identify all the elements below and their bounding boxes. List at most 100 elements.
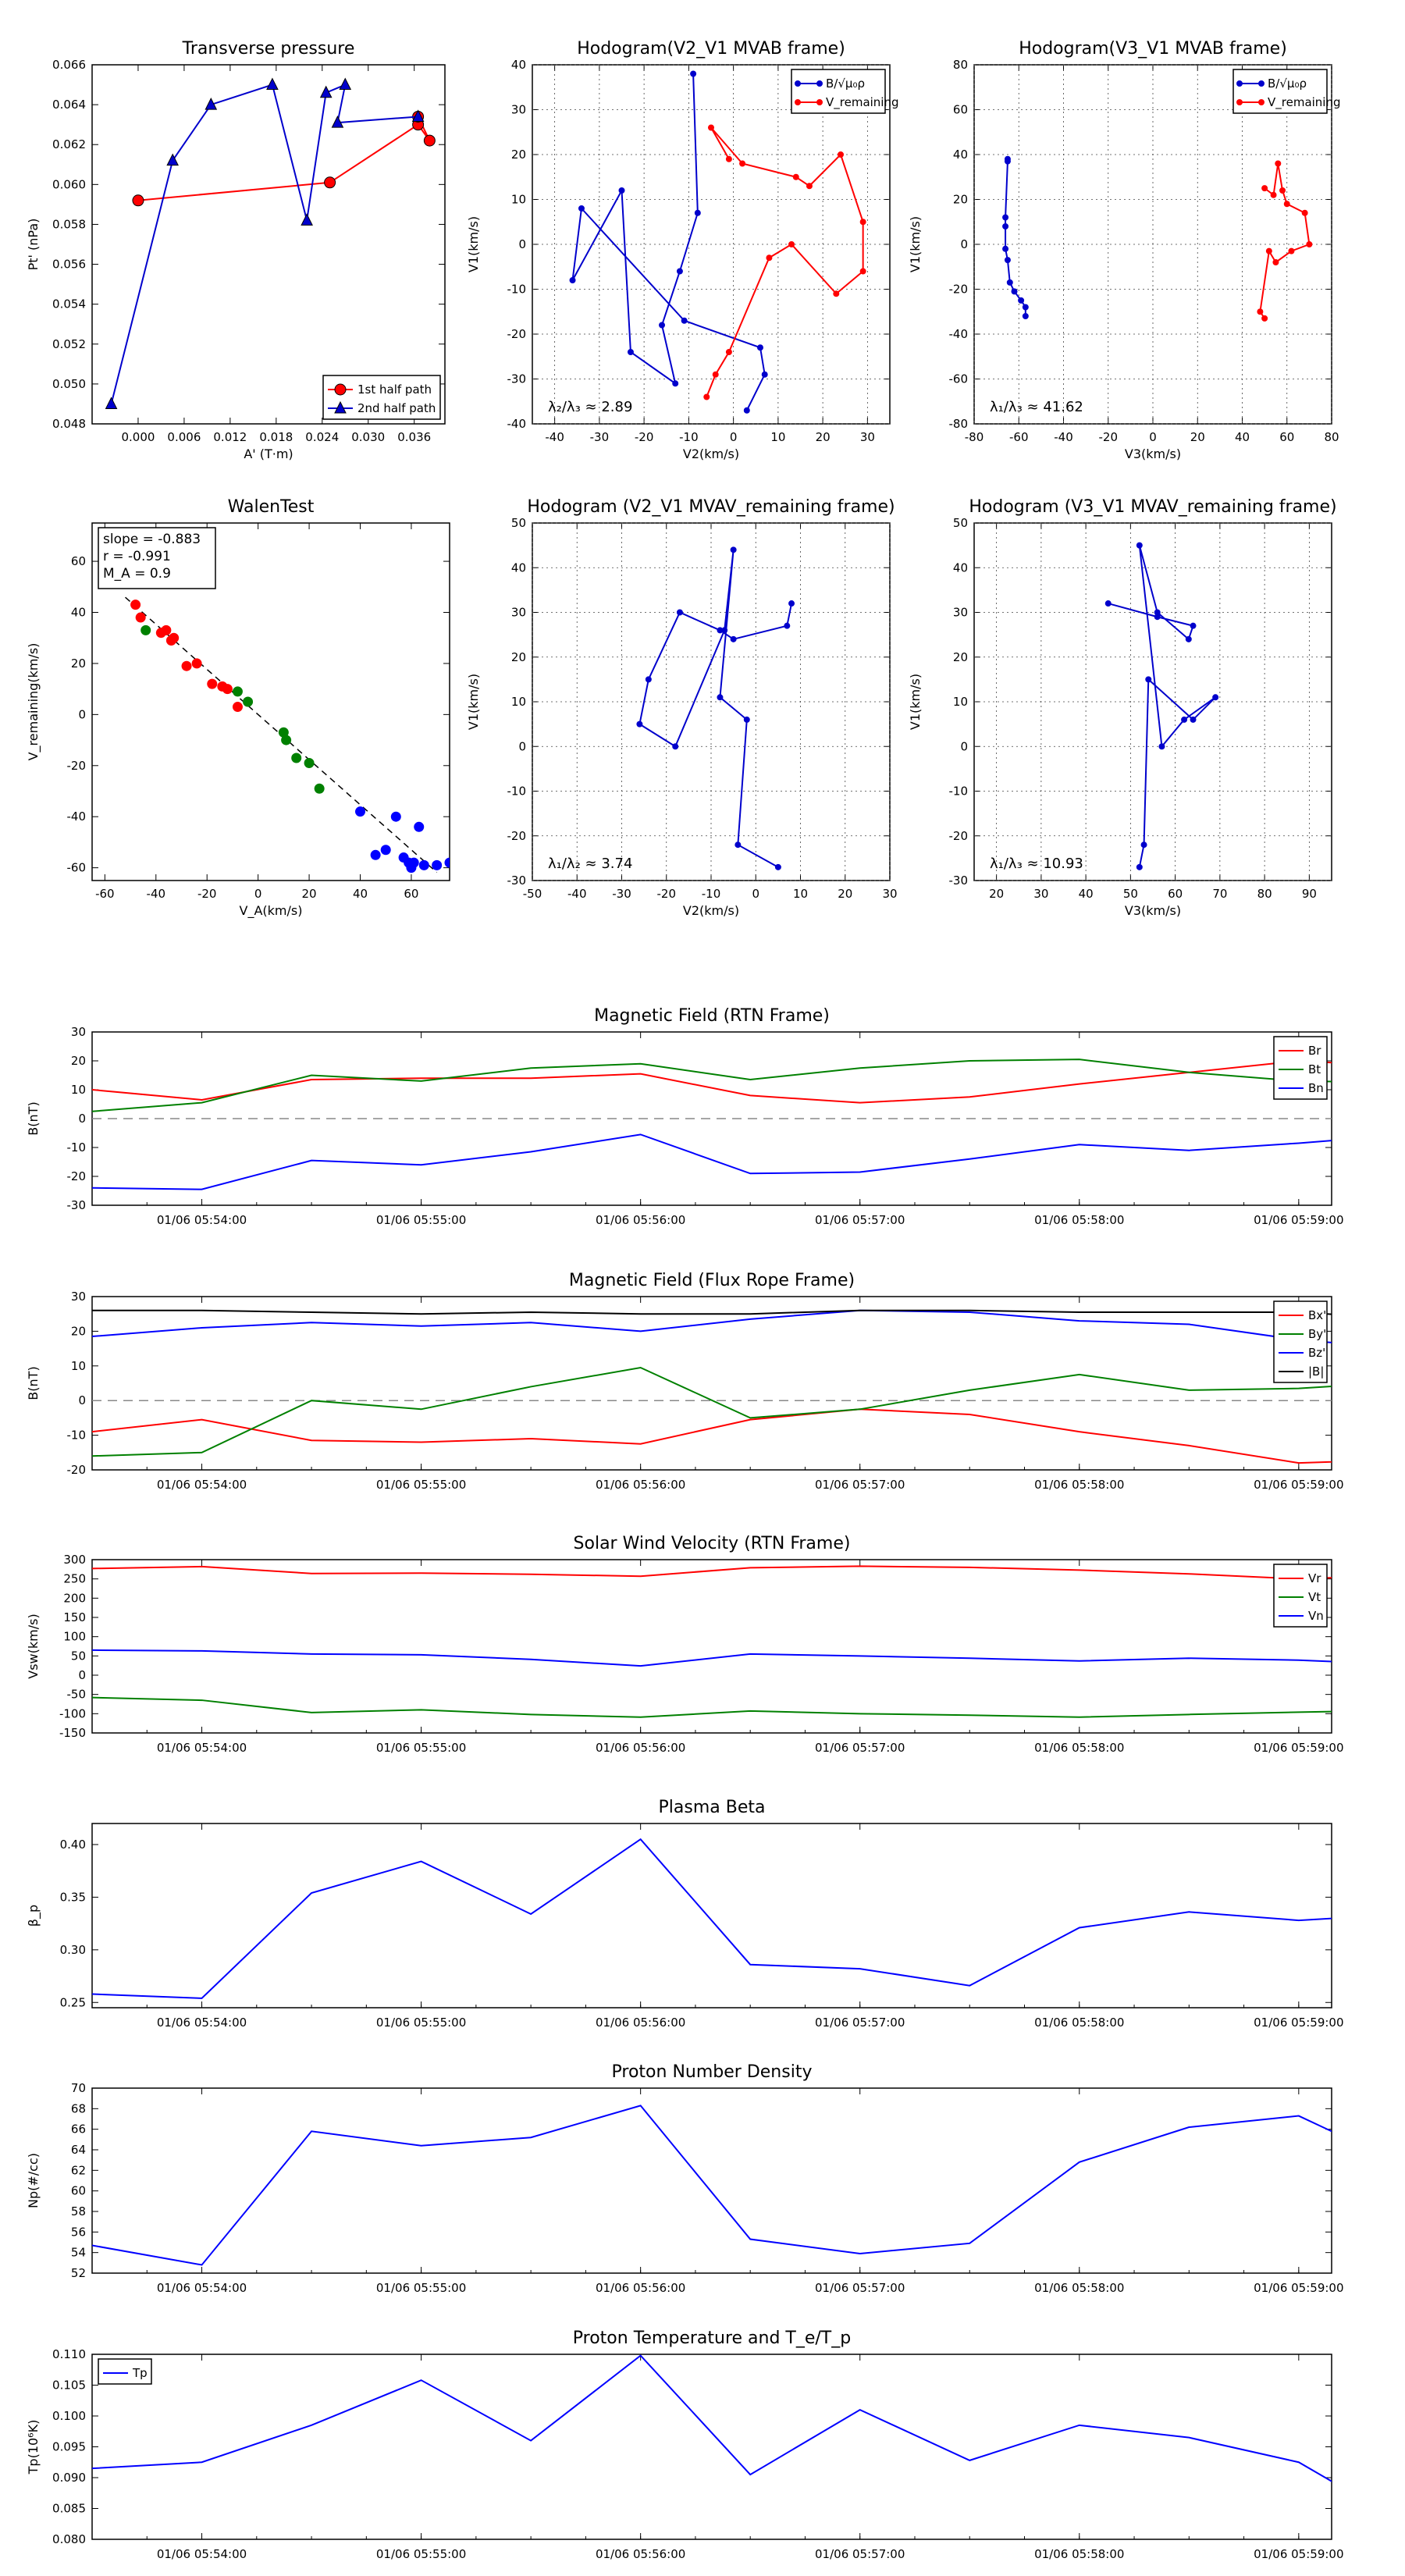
x-tick-label: 01/06 05:58:00 [1034, 1741, 1124, 1755]
x-tick-label: 01/06 05:57:00 [815, 2281, 905, 2295]
data-point [355, 806, 365, 817]
data-point [784, 622, 791, 629]
data-point [676, 268, 683, 275]
y-tick-label: 0.090 [52, 2471, 86, 2485]
y-tick-label: -10 [507, 785, 527, 799]
legend-marker [816, 99, 823, 105]
data-point [1272, 259, 1279, 265]
y-tick-label: -20 [949, 283, 969, 297]
x-tick-label: -20 [197, 887, 217, 901]
legend-marker [1236, 99, 1243, 105]
x-tick-label: 01/06 05:57:00 [815, 2547, 905, 2561]
y-tick-label: -80 [949, 417, 969, 431]
x-axis-label: V_A(km/s) [240, 903, 303, 919]
data-point [743, 407, 750, 414]
y-tick-label: 0.080 [52, 2532, 86, 2546]
legend-label: |B| [1308, 1364, 1324, 1379]
y-axis-label: V1(km/s) [466, 674, 481, 730]
y-tick-label: 0.30 [60, 1943, 86, 1957]
chart-h1: Hodogram(V2_V1 MVAB frame) -40 -30 -20 -10 0 1… [466, 39, 899, 461]
y-tick-label: 20 [71, 1324, 86, 1338]
y-tick-label: 40 [511, 58, 526, 72]
y-tick-label: 20 [71, 656, 86, 671]
series-line-V_remaining [1259, 163, 1311, 319]
data-point [766, 254, 773, 262]
x-tick-label: -30 [612, 887, 631, 901]
legend-label: B/√μ₀ρ [1268, 76, 1307, 91]
series-line-|B| [92, 1309, 1332, 1315]
data-point [1212, 694, 1219, 701]
y-tick-label: 0.095 [52, 2440, 86, 2454]
chart-title: Magnetic Field (RTN Frame) [594, 1006, 830, 1026]
data-point [181, 660, 192, 671]
x-tick-label: 01/06 05:58:00 [1034, 1213, 1124, 1227]
y-tick-label: -60 [67, 861, 87, 875]
x-tick-label: 01/06 05:56:00 [596, 2281, 685, 2295]
x-tick-label: 0 [730, 430, 738, 444]
x-tick-label: 01/06 05:54:00 [157, 1478, 247, 1492]
x-tick-label: -40 [567, 887, 587, 901]
plot-area [92, 2354, 1332, 2482]
data-point [1002, 223, 1009, 229]
data-point [1265, 247, 1272, 254]
x-tick-label: 01/06 05:59:00 [1254, 2016, 1343, 2030]
data-point [1261, 315, 1268, 322]
y-tick-label: 0.35 [60, 1890, 86, 1904]
chart-title: Hodogram(V2_V1 MVAB frame) [577, 39, 845, 59]
data-point [191, 658, 202, 669]
x-tick-label: -20 [657, 887, 677, 901]
y-tick-label: 0 [518, 739, 526, 753]
y-tick-label: 0.054 [52, 297, 86, 311]
plot-area [105, 77, 436, 409]
x-tick-label: 40 [353, 887, 368, 901]
y-tick-label: 0.052 [52, 337, 86, 351]
plot-frame [91, 1823, 1332, 2008]
x-tick-label: -10 [702, 887, 721, 901]
chart-h2: Hodogram(V3_V1 MVAB frame) -80 -60 -40 -20 0 2… [908, 39, 1341, 461]
y-tick-label: 60 [71, 554, 86, 568]
data-point [833, 290, 840, 297]
chart-mff: Magnetic Field (Flux Rope Frame)-20-1001… [26, 1271, 1344, 1492]
legend-label: Vn [1308, 1609, 1324, 1623]
chart-sw: Solar Wind Velocity (RTN Frame) -150 -100 -… [26, 1534, 1344, 1755]
y-tick-label: 0.110 [52, 2347, 86, 2361]
x-tick-label: 01/06 05:58:00 [1034, 2547, 1124, 2561]
y-tick-label: 20 [953, 193, 968, 207]
data-point [681, 317, 688, 324]
data-point [1002, 214, 1009, 221]
y-tick-label: 70 [71, 2081, 86, 2095]
y-tick-label: 40 [71, 606, 86, 620]
data-point [578, 205, 585, 212]
x-tick-label: 01/06 05:54:00 [157, 2547, 247, 2561]
x-tick-label: 01/06 05:54:00 [157, 2281, 247, 2295]
y-tick-label: 0.050 [52, 377, 86, 391]
legend-marker [816, 80, 823, 87]
plot-area [569, 70, 866, 414]
x-tick-label: 01/06 05:54:00 [157, 1213, 247, 1227]
y-tick-label: -40 [949, 327, 969, 341]
x-tick-label: 01/06 05:56:00 [596, 1213, 685, 1227]
series-line-Vt [92, 1696, 1332, 1718]
plot-area [92, 2105, 1332, 2266]
y-tick-label: -30 [507, 873, 527, 888]
x-tick-label: -60 [95, 887, 115, 901]
y-axis-label: B(nT) [26, 1101, 41, 1135]
data-point [132, 194, 144, 207]
data-point [1002, 245, 1009, 252]
y-tick-label: 300 [63, 1553, 86, 1567]
y-tick-label: 10 [511, 193, 526, 207]
y-tick-label: 0 [78, 1668, 86, 1682]
x-tick-label: 01/06 05:57:00 [815, 1213, 905, 1227]
x-tick-label: -40 [147, 887, 166, 901]
data-point [1004, 257, 1011, 264]
y-tick-label: 40 [953, 148, 968, 162]
data-point [1261, 185, 1268, 192]
y-tick-label: 0 [78, 1393, 86, 1407]
plot-area [130, 600, 450, 873]
y-tick-label: -20 [67, 759, 87, 773]
x-tick-label: 01/06 05:55:00 [376, 1741, 466, 1755]
y-tick-label: 250 [63, 1572, 86, 1586]
plot-frame [91, 2354, 1332, 2540]
y-tick-label: 30 [71, 1290, 86, 1304]
data-point [1104, 600, 1112, 607]
